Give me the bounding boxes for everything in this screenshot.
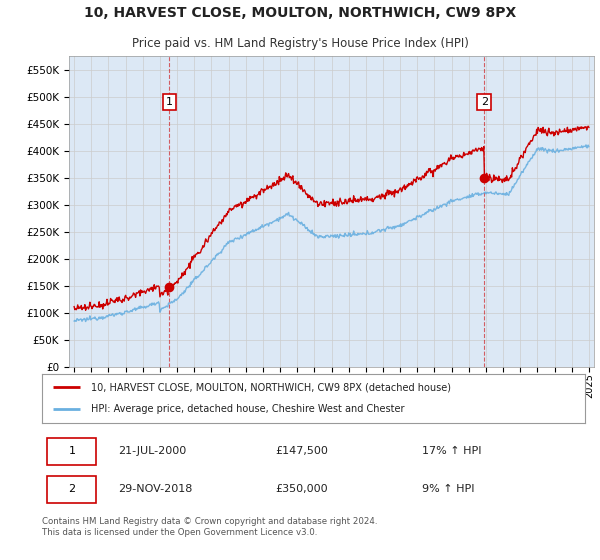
Text: Contains HM Land Registry data © Crown copyright and database right 2024.
This d: Contains HM Land Registry data © Crown c… bbox=[42, 517, 377, 536]
Text: 9% ↑ HPI: 9% ↑ HPI bbox=[422, 484, 475, 494]
FancyBboxPatch shape bbox=[47, 475, 97, 503]
Text: 1: 1 bbox=[166, 97, 173, 107]
Text: 10, HARVEST CLOSE, MOULTON, NORTHWICH, CW9 8PX: 10, HARVEST CLOSE, MOULTON, NORTHWICH, C… bbox=[84, 6, 516, 20]
Text: 2: 2 bbox=[481, 97, 488, 107]
Text: 2: 2 bbox=[68, 484, 76, 494]
Text: £350,000: £350,000 bbox=[275, 484, 328, 494]
Text: 17% ↑ HPI: 17% ↑ HPI bbox=[422, 446, 482, 456]
Text: 1: 1 bbox=[68, 446, 76, 456]
FancyBboxPatch shape bbox=[47, 438, 97, 465]
Text: 21-JUL-2000: 21-JUL-2000 bbox=[118, 446, 186, 456]
Text: HPI: Average price, detached house, Cheshire West and Chester: HPI: Average price, detached house, Ches… bbox=[91, 404, 404, 414]
Text: Price paid vs. HM Land Registry's House Price Index (HPI): Price paid vs. HM Land Registry's House … bbox=[131, 37, 469, 50]
Text: 10, HARVEST CLOSE, MOULTON, NORTHWICH, CW9 8PX (detached house): 10, HARVEST CLOSE, MOULTON, NORTHWICH, C… bbox=[91, 382, 451, 393]
Text: 29-NOV-2018: 29-NOV-2018 bbox=[118, 484, 193, 494]
Text: £147,500: £147,500 bbox=[275, 446, 328, 456]
